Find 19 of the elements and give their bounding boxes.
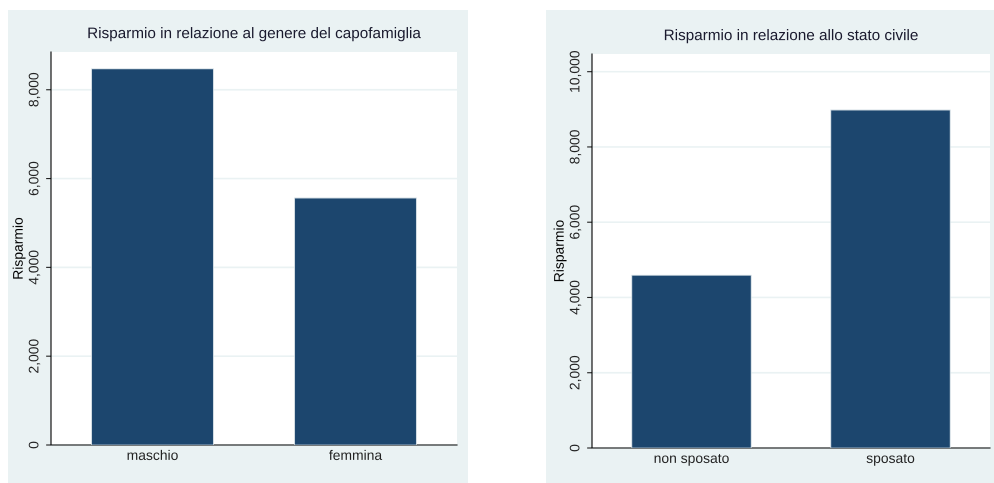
y-tick-label: 2,000 (28, 339, 40, 373)
y-tick-label: 2,000 (570, 356, 582, 390)
x-tick-label: sposato (866, 454, 914, 466)
y-tick-label: 6,000 (28, 162, 40, 196)
y-tick-label: 4,000 (28, 250, 40, 284)
chart-title: Risparmio in relazione allo stato civile (664, 29, 918, 44)
y-tick-label: 8,000 (28, 72, 40, 107)
y-axis-title: Risparmio (554, 220, 567, 282)
y-tick-label: 0 (570, 444, 580, 452)
y-tick-label: 0 (28, 442, 39, 448)
x-tick-label: non sposato (654, 454, 729, 466)
y-tick-label: 6,000 (570, 205, 582, 239)
chart-title: Risparmio in relazione al genere del capofamiglia (88, 27, 421, 42)
y-tick-label: 4,000 (570, 280, 582, 315)
y-tick-label: 10,000 (570, 50, 582, 92)
y-tick-label: 8,000 (570, 130, 582, 164)
y-axis-title: Risparmio (12, 218, 26, 279)
x-tick-label: femmina (329, 450, 382, 460)
x-tick-label: maschio (128, 450, 178, 460)
